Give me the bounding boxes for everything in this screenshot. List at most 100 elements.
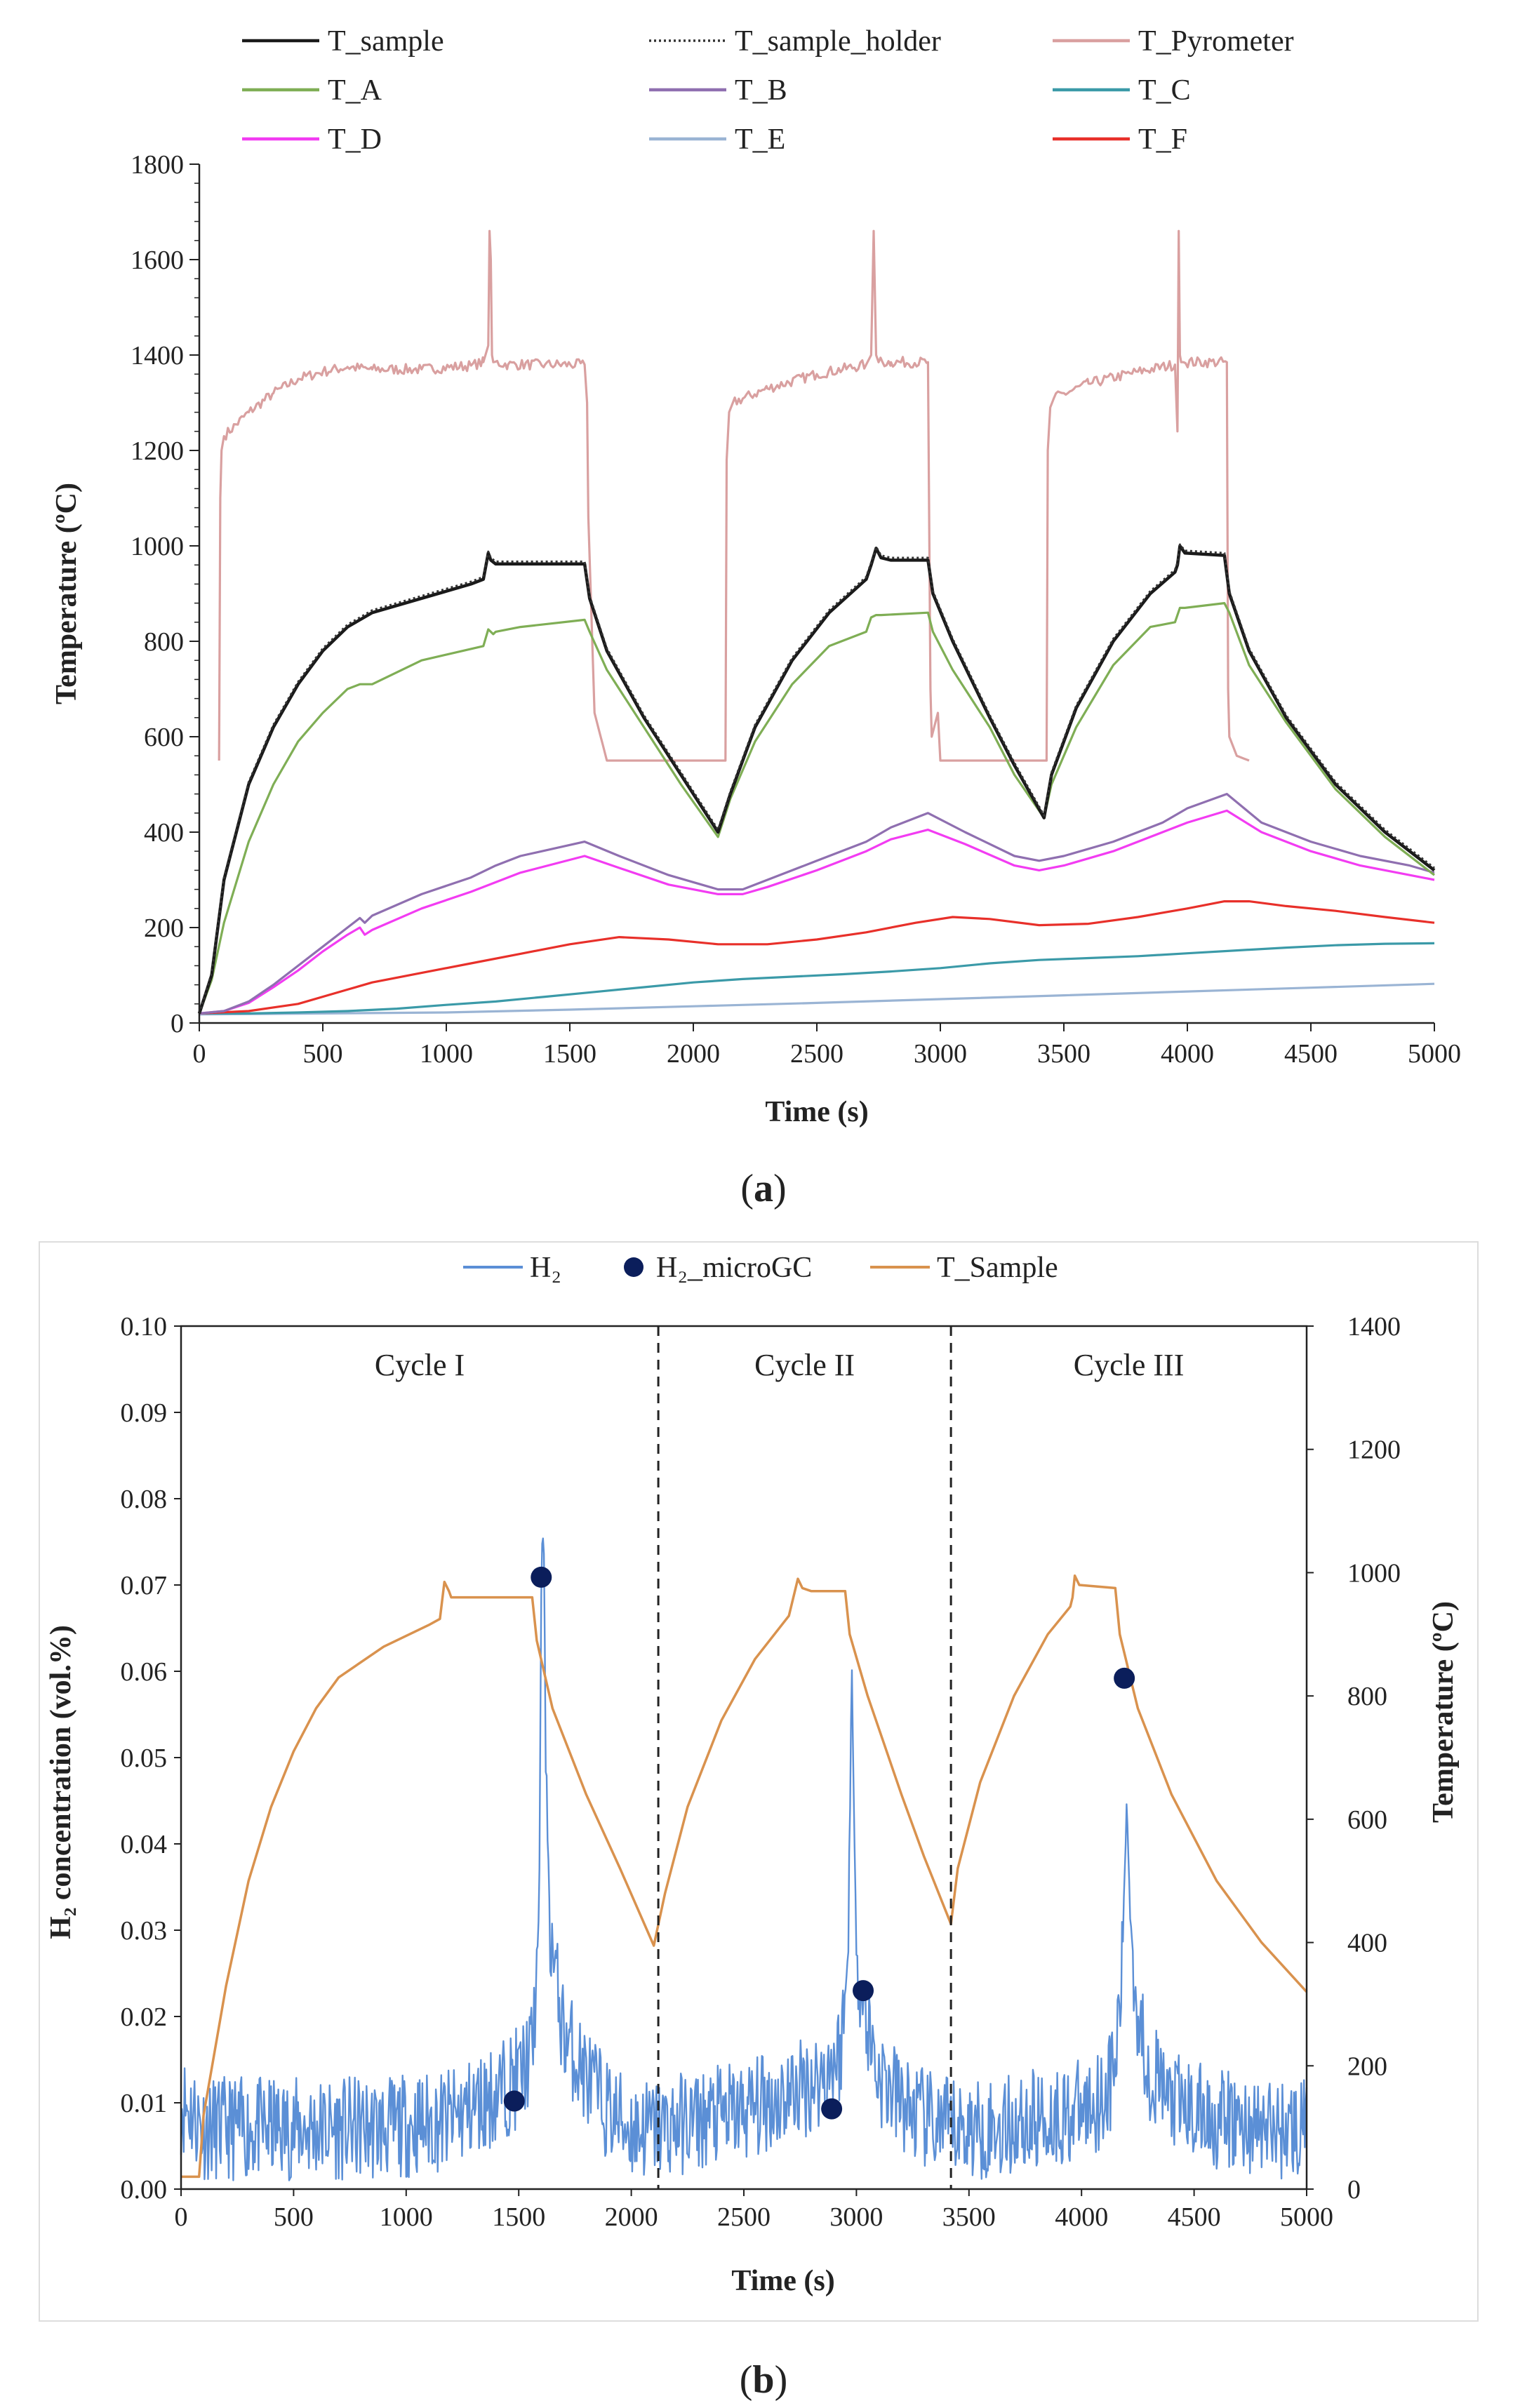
y-tick-label-a: 200 bbox=[144, 914, 184, 943]
y-tick-label-b: 0.05 bbox=[121, 1744, 168, 1773]
legend-label-t-f: T_F bbox=[1138, 123, 1187, 156]
series-h2 bbox=[180, 1537, 1308, 2181]
y-tick-label-b: 0.06 bbox=[121, 1657, 168, 1687]
x-tick-label-a: 1000 bbox=[420, 1039, 473, 1069]
y-tick-label-a: 600 bbox=[144, 723, 184, 752]
y-tick-label-b: 0.00 bbox=[121, 2175, 168, 2205]
panel-label-b: (b) bbox=[740, 2358, 787, 2402]
x-tick-label-b: 5000 bbox=[1280, 2202, 1333, 2232]
y2-tick-label-b: 600 bbox=[1347, 1805, 1387, 1835]
legend-label-t-c: T_C bbox=[1138, 74, 1191, 107]
y2-tick-label-b: 400 bbox=[1347, 1929, 1387, 1958]
x-tick-label-b: 3000 bbox=[829, 2202, 883, 2232]
y2-tick-label-b: 1000 bbox=[1347, 1558, 1401, 1588]
legend-label-t-a: T_A bbox=[328, 74, 382, 107]
x-tick-label-a: 5000 bbox=[1408, 1039, 1461, 1069]
y-tick-label-b: 0.01 bbox=[121, 2089, 168, 2118]
series-t-f bbox=[199, 900, 1435, 1015]
y-axis-label-a: Temperature (ºC) bbox=[51, 483, 83, 704]
x-tick-label-b: 2000 bbox=[605, 2202, 658, 2232]
legend-label-t-pyrometer: T_Pyrometer bbox=[1138, 25, 1294, 58]
plot-area-a bbox=[199, 164, 1434, 1023]
microgc-point bbox=[1114, 1667, 1135, 1689]
y-tick-label-a: 1800 bbox=[131, 150, 184, 180]
x-tick-label-b: 0 bbox=[175, 2202, 188, 2232]
cycle-label: Cycle III bbox=[1074, 1348, 1185, 1382]
x-tick-label-a: 3000 bbox=[914, 1039, 967, 1069]
axes-a: 0 200 400 600 800 1000 1200 1400 1600 1800 0 500 100… bbox=[131, 150, 1461, 1069]
series-a bbox=[197, 229, 1436, 1016]
x-tick-label-a: 2500 bbox=[790, 1039, 843, 1069]
x-tick-label-a: 3500 bbox=[1037, 1039, 1091, 1069]
y-tick-label-a: 0 bbox=[171, 1009, 184, 1038]
y-tick-label-a: 1600 bbox=[131, 246, 184, 275]
x-tick-label-b: 1500 bbox=[492, 2202, 545, 2232]
x-tick-label-b: 4000 bbox=[1055, 2202, 1108, 2232]
panel-label-a-letter: a bbox=[754, 1167, 773, 1210]
x-tick-label-a: 4500 bbox=[1284, 1039, 1338, 1069]
legend-label-h2: H₂ bbox=[530, 1252, 561, 1284]
legend-a: T_sample T_sample_holder T_Pyrometer T_A T_B… bbox=[242, 25, 1294, 156]
series-t-a bbox=[198, 602, 1435, 1014]
cycle-label: Cycle I bbox=[375, 1348, 465, 1382]
x-tick-label-a: 4000 bbox=[1161, 1039, 1214, 1069]
legend-b: H₂ H₂_microGC T_Sample bbox=[463, 1252, 1058, 1284]
series-t-e bbox=[199, 982, 1435, 1016]
y2-axis-label-b: Temperature (ºC) bbox=[1427, 1601, 1460, 1823]
legend-label-t-e: T_E bbox=[735, 123, 785, 156]
x-tick-label-b: 1000 bbox=[380, 2202, 433, 2232]
legend-label-t-d: T_D bbox=[328, 123, 382, 156]
y2-tick-label-b: 1400 bbox=[1347, 1312, 1401, 1342]
legend-swatch-h2-microgc bbox=[624, 1257, 644, 1277]
y2-tick-label-b: 0 bbox=[1347, 2175, 1361, 2205]
y-tick-label-b: 0.09 bbox=[121, 1398, 168, 1428]
legend-label-t-sample-holder: T_sample_holder bbox=[735, 25, 941, 58]
legend-label-t-b: T_B bbox=[735, 74, 787, 107]
series-t-d bbox=[199, 809, 1435, 1015]
cycle-labels: Cycle I Cycle II Cycle III bbox=[375, 1348, 1184, 1382]
y-tick-label-b: 0.10 bbox=[121, 1312, 168, 1342]
x-axis-label-b: Time (s) bbox=[731, 2265, 834, 2297]
x-tick-label-a: 0 bbox=[193, 1039, 206, 1069]
series-t-b bbox=[199, 793, 1435, 1015]
y2-tick-label-b: 200 bbox=[1347, 2052, 1387, 2081]
x-tick-label-a: 500 bbox=[303, 1039, 343, 1069]
x-tick-label-b: 4500 bbox=[1168, 2202, 1221, 2232]
legend-label-h2-microgc: H₂_microGC bbox=[656, 1252, 812, 1284]
y-tick-label-b: 0.07 bbox=[121, 1571, 168, 1600]
axes-b: 0.00 0.01 0.02 0.03 0.04 0.05 0.06 0.07 0.08 0.09… bbox=[121, 1312, 1401, 2232]
panel-a: T_sample T_sample_holder T_Pyrometer T_A T_B… bbox=[51, 25, 1461, 1210]
plot-frame-b bbox=[180, 1325, 1308, 2190]
x-tick-label-b: 2500 bbox=[717, 2202, 771, 2232]
y2-tick-label-b: 800 bbox=[1347, 1682, 1387, 1711]
series-t-c bbox=[199, 942, 1435, 1015]
legend-label-t-sample: T_Sample bbox=[937, 1252, 1058, 1284]
series-t-pyrometer bbox=[218, 229, 1250, 762]
y-tick-label-a: 1200 bbox=[131, 436, 184, 466]
y-tick-label-a: 1400 bbox=[131, 341, 184, 370]
x-axis-label-a: Time (s) bbox=[765, 1096, 868, 1128]
x-tick-label-b: 3500 bbox=[942, 2202, 996, 2232]
series-t-sample bbox=[197, 544, 1436, 1015]
x-tick-label-a: 1500 bbox=[543, 1039, 596, 1069]
x-tick-label-a: 2000 bbox=[667, 1039, 720, 1069]
series-t-sample bbox=[181, 1574, 1308, 2179]
y2-tick-label-b: 1200 bbox=[1347, 1436, 1401, 1465]
legend-label-t-sample: T_sample bbox=[328, 25, 444, 58]
panel-b-frame bbox=[39, 1241, 1479, 2322]
y-tick-label-a: 1000 bbox=[131, 532, 184, 561]
panel-b: H₂ H₂_microGC T_Sample 0.00 0.01 0.02 0.03 0.0… bbox=[39, 1241, 1479, 2402]
series-b bbox=[180, 1537, 1308, 2181]
y-tick-label-b: 0.04 bbox=[121, 1830, 168, 1859]
panel-label-b-letter: b bbox=[752, 2358, 774, 2402]
series-t-sample-holder bbox=[198, 543, 1435, 1014]
microgc-point bbox=[853, 1980, 874, 2002]
panel-label-a: (a) bbox=[740, 1167, 786, 1210]
cycle-label: Cycle II bbox=[754, 1348, 855, 1382]
y-tick-label-a: 800 bbox=[144, 627, 184, 657]
y-tick-label-b: 0.03 bbox=[121, 1916, 168, 1946]
microgc-point bbox=[531, 1566, 552, 1588]
y-tick-label-a: 400 bbox=[144, 818, 184, 848]
y-tick-label-b: 0.02 bbox=[121, 2002, 168, 2032]
